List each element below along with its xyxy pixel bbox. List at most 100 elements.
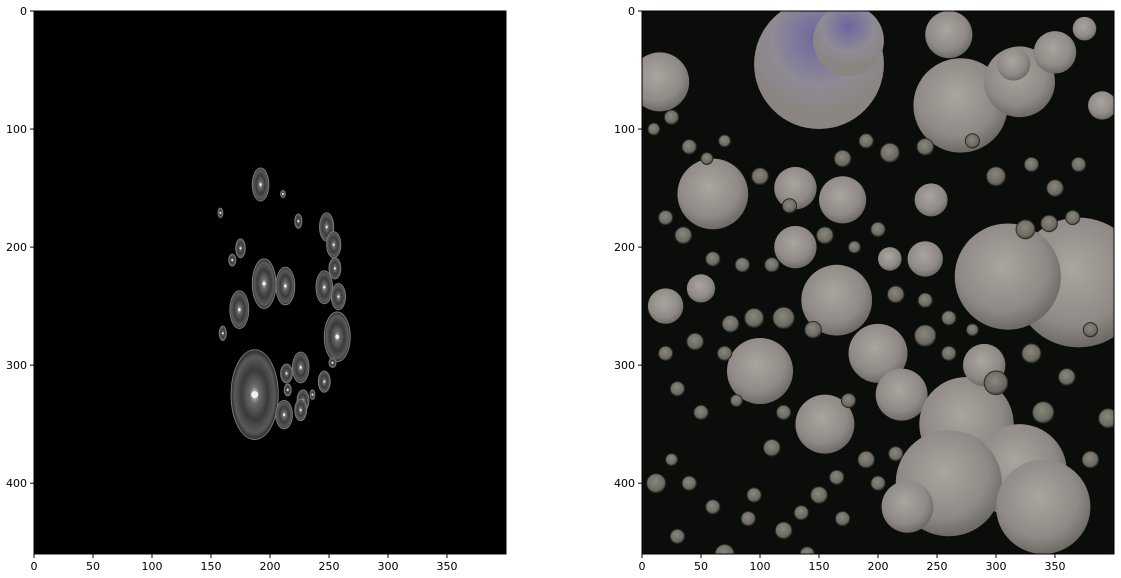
- left-y-tick-label: 200: [6, 241, 27, 254]
- small-blob: [674, 226, 693, 245]
- left-y-tick-label: 400: [6, 477, 27, 490]
- ring-center: [323, 380, 326, 383]
- small-blob: [730, 394, 743, 407]
- right-x-ticks: 0 50 100 150 200 250 300 350: [639, 554, 1066, 573]
- small-blob: [966, 323, 979, 337]
- small-blob: [734, 257, 750, 273]
- large-blob: [1033, 31, 1077, 74]
- right-y-tick-label: 0: [628, 5, 635, 18]
- left-x-tick-label: 250: [319, 560, 340, 573]
- small-blob: [764, 257, 780, 273]
- ring-center: [231, 259, 234, 262]
- small-blob: [840, 392, 857, 409]
- small-blob: [686, 332, 704, 351]
- small-blob: [1015, 219, 1036, 240]
- small-blob: [721, 315, 740, 333]
- ring-center: [281, 192, 284, 195]
- large-blob: [995, 459, 1091, 554]
- small-blob: [983, 370, 1009, 396]
- left-y-ticks: 0 100 200 300 400: [6, 5, 34, 490]
- large-blob: [642, 52, 690, 112]
- small-blob: [848, 240, 861, 254]
- large-blob: [647, 288, 684, 324]
- right-x-tick-label: 350: [1045, 560, 1066, 573]
- small-blob: [829, 469, 845, 485]
- small-blob: [744, 307, 765, 328]
- large-blob: [878, 247, 902, 271]
- ring-center: [239, 247, 242, 250]
- small-blob: [879, 142, 900, 163]
- small-blob: [1023, 156, 1039, 173]
- small-blob: [833, 149, 852, 168]
- left-x-tick-label: 200: [260, 560, 281, 573]
- large-blob: [1072, 16, 1097, 41]
- small-blob: [986, 166, 1006, 187]
- small-blob: [776, 404, 792, 420]
- left-x-tick-label: 100: [142, 560, 163, 573]
- small-blob: [1040, 214, 1058, 233]
- large-blob: [848, 323, 908, 383]
- left-y-tick-label: 0: [20, 5, 27, 18]
- small-blob: [1021, 343, 1042, 364]
- small-blob: [717, 345, 733, 361]
- right-x-tick-label: 200: [868, 560, 889, 573]
- small-blob: [1032, 401, 1055, 424]
- small-blob: [816, 226, 834, 245]
- large-blob: [925, 11, 973, 59]
- large-blob: [801, 264, 873, 336]
- large-blob: [875, 368, 928, 421]
- large-blob: [881, 480, 934, 533]
- small-blob: [964, 133, 980, 149]
- right-y-ticks: 0 100 200 300 400: [614, 5, 642, 490]
- small-blob: [665, 453, 678, 466]
- small-blob: [774, 521, 793, 540]
- right-x-tick-label: 50: [694, 560, 708, 573]
- small-blob: [681, 139, 697, 155]
- small-blob: [647, 122, 661, 136]
- small-blob: [857, 450, 875, 469]
- small-blob: [781, 198, 798, 214]
- small-blob: [941, 345, 957, 361]
- large-blob: [914, 183, 948, 217]
- large-blob: [907, 241, 943, 277]
- small-blob: [941, 310, 957, 326]
- left-x-tick-label: 0: [31, 560, 38, 573]
- right-x-tick-label: 0: [639, 560, 646, 573]
- large-blob: [997, 47, 1031, 81]
- small-blob: [658, 209, 674, 226]
- ring-center: [285, 372, 288, 375]
- ring-center: [221, 332, 224, 335]
- small-blob: [658, 345, 674, 361]
- ring-center: [297, 220, 300, 223]
- right-y-tick-label: 300: [614, 359, 635, 372]
- ring-center: [299, 366, 302, 369]
- large-blob: [954, 223, 1061, 330]
- small-blob: [886, 285, 905, 304]
- left-x-tick-label: 350: [437, 560, 458, 573]
- ring-center: [259, 183, 262, 186]
- left-image-panel: 0 50 100 150 200 250 300 350 0 100 200 300 400: [6, 5, 507, 573]
- right-x-tick-label: 100: [750, 560, 771, 573]
- ring-center: [337, 295, 340, 298]
- left-x-tick-label: 300: [378, 560, 399, 573]
- ring-center: [262, 281, 266, 286]
- small-blob: [916, 137, 934, 156]
- small-blob: [1098, 408, 1114, 429]
- ring-center: [311, 393, 314, 396]
- right-x-tick-label: 150: [809, 560, 830, 573]
- large-blob: [774, 225, 817, 269]
- small-blob: [763, 439, 781, 457]
- small-blob: [888, 446, 904, 462]
- small-blob: [1065, 209, 1081, 226]
- ring-center: [325, 225, 328, 229]
- small-blob: [693, 404, 709, 420]
- right-x-tick-label: 250: [927, 560, 948, 573]
- ring-center: [237, 308, 241, 312]
- small-blob: [669, 528, 685, 544]
- small-blob: [772, 306, 795, 330]
- small-blob: [751, 167, 769, 186]
- large-blob: [1088, 91, 1114, 120]
- ring-center: [299, 408, 302, 411]
- ring-center: [332, 243, 335, 246]
- ring-center: [283, 284, 287, 288]
